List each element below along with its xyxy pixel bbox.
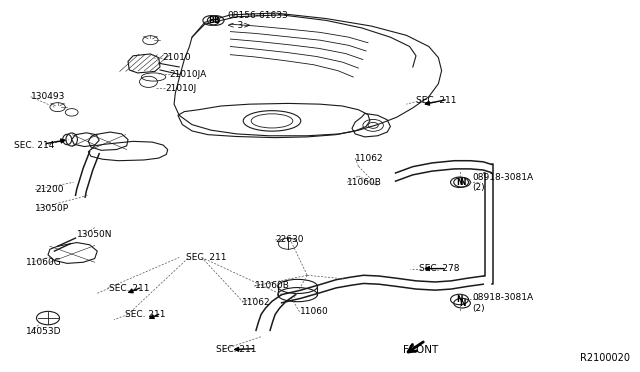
Text: SEC. 211: SEC. 211: [416, 96, 456, 105]
Text: 11060B: 11060B: [347, 178, 381, 187]
Text: FRONT: FRONT: [403, 346, 438, 355]
Text: SEC. 278: SEC. 278: [419, 264, 460, 273]
Text: 21010JA: 21010JA: [170, 70, 207, 79]
Text: SEC. 211: SEC. 211: [186, 253, 226, 262]
Text: SEC. 211: SEC. 211: [109, 284, 149, 293]
Text: B: B: [209, 16, 214, 25]
Text: 11060B: 11060B: [255, 281, 289, 290]
Text: N: N: [459, 299, 465, 308]
Text: 11062: 11062: [355, 154, 384, 163]
Text: 11062: 11062: [242, 298, 271, 307]
Text: R2100020: R2100020: [580, 353, 630, 363]
Text: 22630: 22630: [275, 235, 304, 244]
Text: 14053D: 14053D: [26, 327, 61, 336]
Text: 21010: 21010: [162, 53, 191, 62]
Text: 11060G: 11060G: [26, 258, 61, 267]
Text: 11060: 11060: [300, 307, 328, 316]
Text: 130493: 130493: [31, 92, 65, 101]
Text: 21200: 21200: [35, 185, 64, 194]
Text: N: N: [459, 178, 465, 187]
Text: N: N: [456, 178, 463, 187]
Text: SEC. 214: SEC. 214: [14, 141, 54, 150]
Text: 13050P: 13050P: [35, 204, 69, 213]
Text: N: N: [456, 295, 463, 304]
Text: 08918-3081A
(2): 08918-3081A (2): [472, 294, 534, 313]
Text: 08156-61633
< 3>: 08156-61633 < 3>: [227, 11, 288, 30]
Text: SEC. 211: SEC. 211: [216, 345, 257, 354]
Text: 21010J: 21010J: [165, 84, 196, 93]
Text: 13050N: 13050N: [77, 230, 112, 239]
Text: B: B: [213, 16, 218, 25]
Text: SEC. 211: SEC. 211: [125, 310, 165, 319]
Text: 08918-3081A
(2): 08918-3081A (2): [472, 173, 534, 192]
